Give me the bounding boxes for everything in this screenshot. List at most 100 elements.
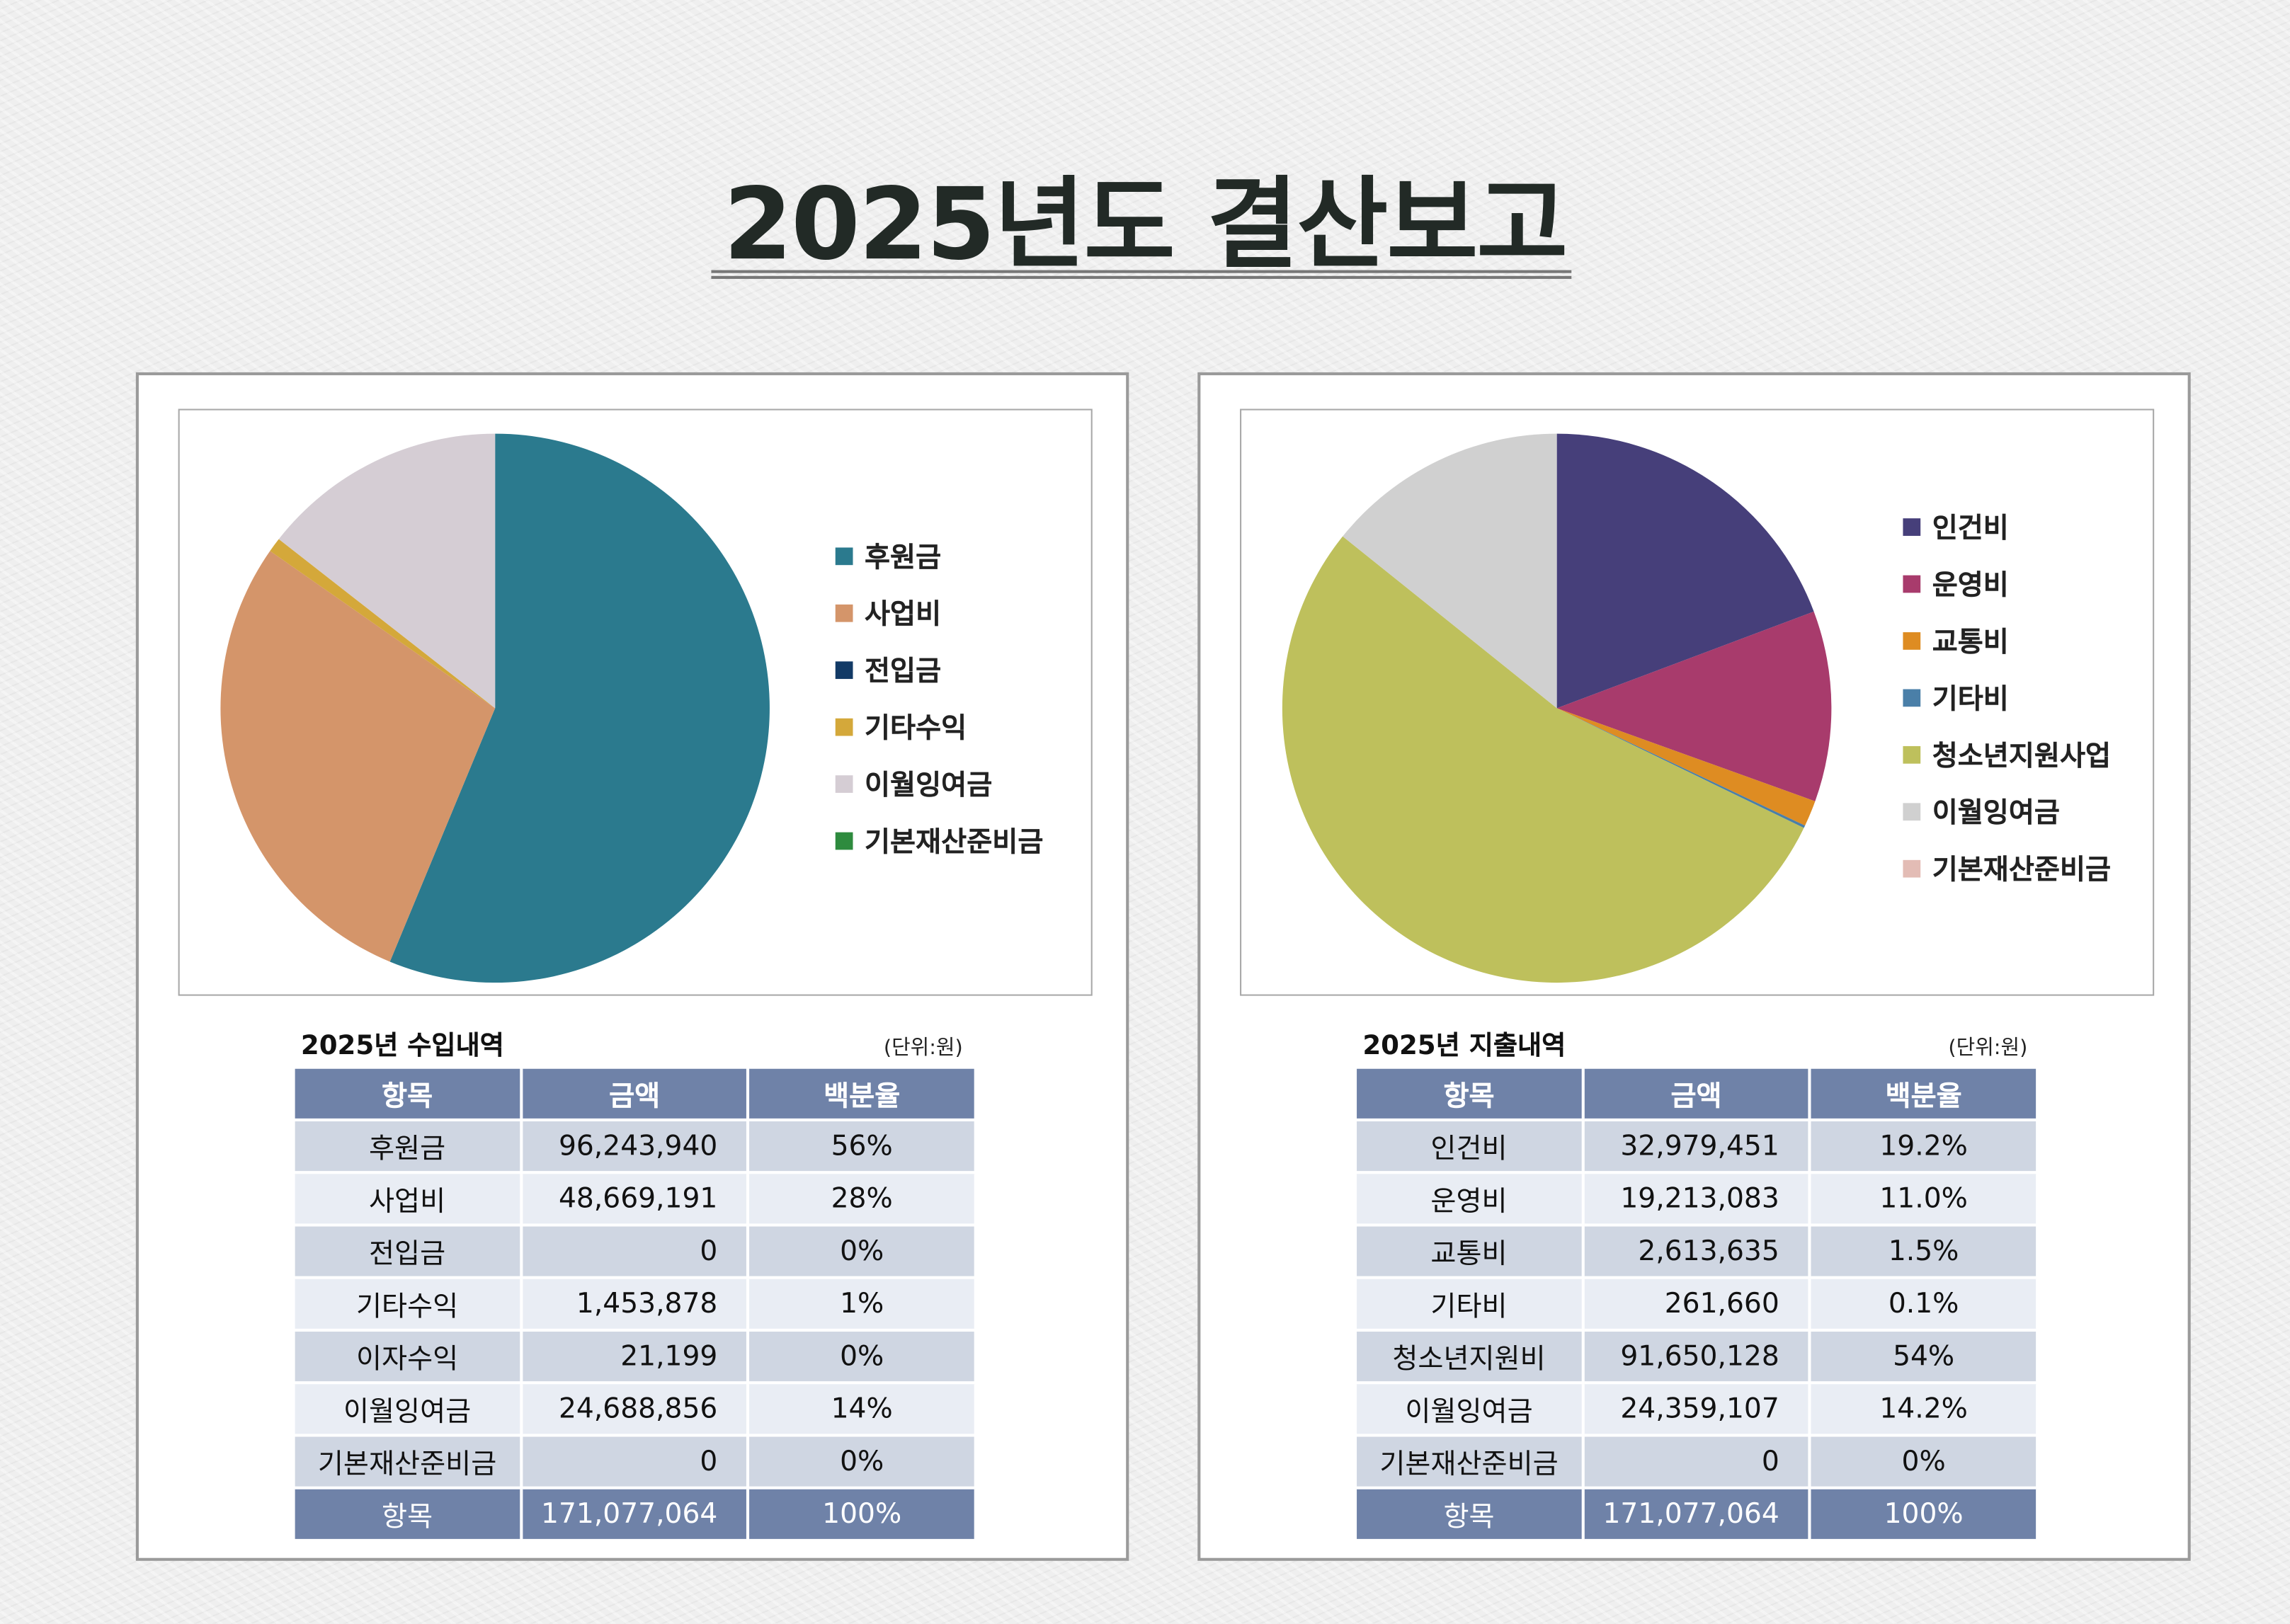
legend-item: 기본재산준비금 — [835, 812, 1043, 869]
legend-item: 후원금 — [835, 527, 1044, 584]
pie-slice-이월잉여금 — [1343, 433, 1557, 709]
percent-cell: 100% — [1808, 1486, 2039, 1542]
item-cell: 기타수익 — [292, 1276, 523, 1332]
amount-cell: 19,213,083 — [1580, 1171, 1812, 1227]
percent-cell: 28% — [746, 1171, 977, 1227]
legend-item: 기본재산준비금 — [1903, 840, 2111, 896]
legend-swatch — [835, 547, 853, 565]
amount-cell: 24,359,107 — [1580, 1381, 1812, 1437]
percent-cell: 1.5% — [1808, 1223, 2039, 1279]
legend-label: 인건비 — [1932, 512, 2009, 545]
amount-cell: 24,688,856 — [519, 1381, 750, 1437]
percent-cell: 14% — [746, 1381, 977, 1437]
legend-swatch — [835, 717, 853, 736]
percent-cell: 19.2% — [1808, 1118, 2039, 1174]
title-underline — [711, 275, 1572, 278]
expense-panel: 인건비 운영비 교통비 기타비 청소년지원사업 이월잉여금 기본재산준비금 2025년 지출내… — [1197, 372, 2191, 1561]
amount-cell: 48,669,191 — [519, 1171, 750, 1227]
pie-slice-인건비 — [1556, 433, 1814, 709]
table-title: 2025년 수입내역 — [300, 1031, 504, 1062]
legend-item: 이월잉여금 — [1903, 783, 2111, 840]
item-cell: 사업비 — [292, 1171, 523, 1227]
item-cell: 기본재산준비금 — [292, 1434, 523, 1489]
legend-item: 이월잉여금 — [835, 755, 1044, 811]
page-title: 2025년도 결산보고 — [723, 168, 1568, 284]
item-cell: 인건비 — [1353, 1118, 1585, 1174]
legend-swatch — [1903, 802, 1921, 820]
item-cell: 항목 — [292, 1486, 523, 1542]
legend-item: 교통비 — [1903, 612, 2111, 668]
amount-cell: 0 — [519, 1434, 750, 1489]
column-header: 항목 — [1353, 1065, 1585, 1121]
column-header: 금액 — [519, 1065, 750, 1121]
unit-label: (단위:원) — [883, 1036, 963, 1060]
legend-swatch — [1903, 859, 1921, 877]
legend-swatch — [835, 661, 853, 679]
table-row: 전입금 0 0% — [292, 1223, 977, 1279]
legend-label: 이월잉여금 — [865, 769, 993, 802]
percent-cell: 11.0% — [1808, 1171, 2039, 1227]
amount-cell: 91,650,128 — [1580, 1328, 1812, 1385]
table-row: 이월잉여금 24,359,107 14.2% — [1353, 1381, 2039, 1437]
amount-cell: 261,660 — [1580, 1276, 1812, 1332]
legend-item: 전입금 — [835, 641, 1044, 697]
percent-cell: 0% — [746, 1223, 977, 1279]
table-row: 기타수익 1,453,878 1% — [292, 1276, 977, 1332]
amount-cell: 96,243,940 — [519, 1118, 750, 1174]
pie-slice-청소년지원사업 — [1282, 536, 1804, 983]
table-row: 후원금 96,243,940 56% — [292, 1118, 977, 1174]
legend-item: 인건비 — [1903, 498, 2111, 554]
column-header: 백분율 — [1808, 1065, 2039, 1121]
legend-label: 기본재산준비금 — [1932, 854, 2112, 886]
pie-slice-이자수익 — [278, 539, 496, 709]
item-cell: 이자수익 — [292, 1328, 523, 1385]
legend-swatch — [1903, 631, 1921, 649]
chart-legend: 후원금 사업비 전입금 기타수익 이월잉여금 기본재산준비금 — [835, 527, 1044, 869]
item-cell: 기본재산준비금 — [1353, 1434, 1585, 1489]
amount-cell: 32,979,451 — [1580, 1118, 1812, 1174]
column-header: 항목 — [292, 1065, 523, 1121]
summary-table: 항목 금액 백분율 후원금 96,243,940 56% 사업비 48,669,191 28% 전… — [292, 1065, 977, 1542]
unit-label: (단위:원) — [1948, 1036, 2028, 1060]
legend-swatch — [835, 603, 853, 622]
table-total-row: 항목 171,077,064 100% — [1353, 1486, 2039, 1542]
legend-swatch — [1903, 688, 1921, 707]
percent-cell: 56% — [746, 1118, 977, 1174]
amount-cell: 0 — [519, 1223, 750, 1279]
amount-cell: 1,453,878 — [519, 1276, 750, 1332]
legend-swatch — [835, 831, 853, 850]
item-cell: 후원금 — [292, 1118, 523, 1174]
amount-cell: 2,613,635 — [1580, 1223, 1812, 1279]
legend-item: 사업비 — [835, 584, 1044, 641]
table-header-row: 항목 금액 백분율 — [1353, 1065, 2039, 1121]
legend-item: 운영비 — [1903, 555, 2111, 612]
table-row: 기타비 261,660 0.1% — [1353, 1276, 2039, 1332]
legend-label: 전입금 — [865, 656, 942, 688]
legend-label: 교통비 — [1932, 626, 2009, 659]
table-row: 사업비 48,669,191 28% — [292, 1171, 977, 1227]
percent-cell: 0% — [746, 1434, 977, 1489]
percent-cell: 14.2% — [1808, 1381, 2039, 1437]
legend-swatch — [1903, 574, 1921, 593]
item-cell: 전입금 — [292, 1223, 523, 1279]
legend-label: 이월잉여금 — [1932, 797, 2060, 830]
legend-label: 기타비 — [1932, 683, 2009, 716]
table-row: 이자수익 21,199 0% — [292, 1328, 977, 1385]
pie-slice-후원금 — [389, 433, 770, 983]
summary-table: 항목 금액 백분율 인건비 32,979,451 19.2% 운영비 19,213,083 11… — [1353, 1065, 2039, 1542]
pie-chart — [1282, 433, 1832, 983]
percent-cell: 0.1% — [1808, 1276, 2039, 1332]
table-row: 인건비 32,979,451 19.2% — [1353, 1118, 2039, 1174]
legend-label: 운영비 — [1932, 569, 2009, 602]
legend-item: 청소년지원사업 — [1903, 726, 2111, 782]
item-cell: 운영비 — [1353, 1171, 1585, 1227]
table-title: 2025년 지출내역 — [1362, 1031, 1566, 1062]
income-panel: 후원금 사업비 전입금 기타수익 이월잉여금 기본재산준비금 2025년 수입내역 (단위:원… — [135, 372, 1129, 1561]
amount-cell: 0 — [1580, 1434, 1812, 1489]
table-row: 기본재산준비금 0 0% — [1353, 1434, 2039, 1489]
pie-slice-기타비 — [1556, 708, 1806, 828]
pie-chart — [220, 433, 770, 983]
